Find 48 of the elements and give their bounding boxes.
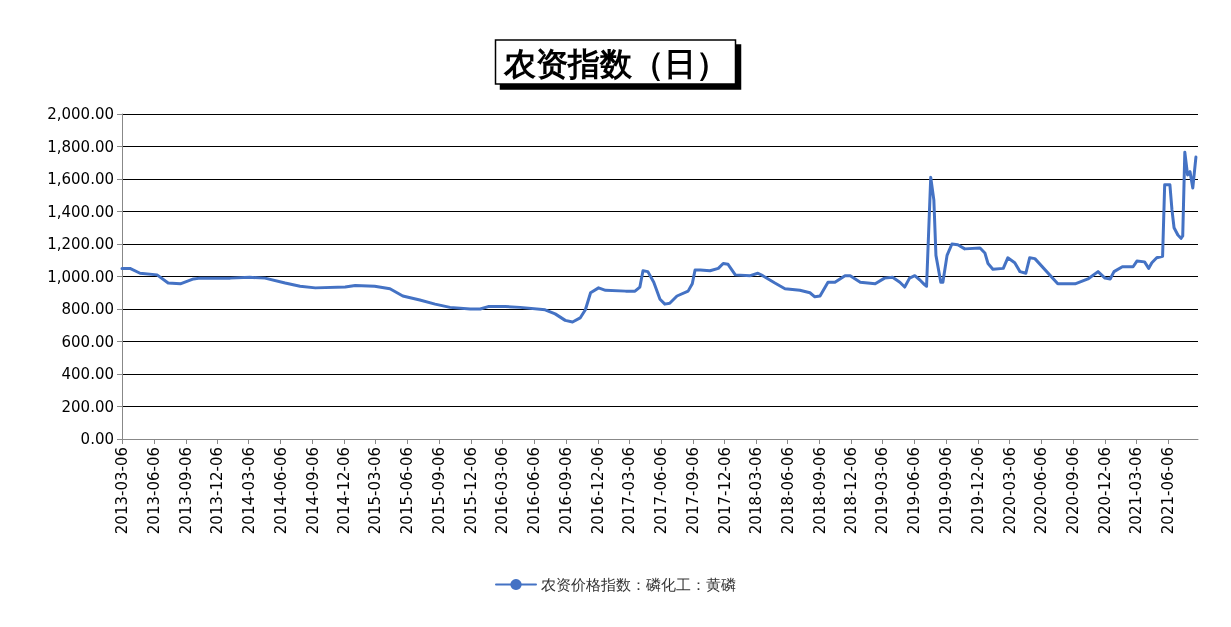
x-tick-label: 2014-06-06 (271, 447, 290, 535)
legend-label: 农资价格指数：磷化工：黄磷 (541, 575, 736, 594)
x-tick-label: 2014-03-06 (239, 447, 258, 535)
x-tick-label: 2014-09-06 (303, 447, 322, 535)
chart-title: 农资指数（日） (502, 45, 728, 83)
y-tick-label: 800.00 (61, 300, 114, 318)
x-tick-label: 2013-09-06 (176, 447, 195, 535)
y-tick-label: 1,000.00 (47, 267, 114, 286)
x-tick-label: 2020-03-06 (1000, 447, 1019, 535)
x-tick-label: 2019-03-06 (873, 447, 892, 535)
x-tick-label: 2014-12-06 (335, 447, 354, 535)
x-tick-label: 2017-09-06 (683, 447, 702, 535)
x-tick-label: 2015-12-06 (461, 447, 480, 535)
y-tick-label: 1,800.00 (47, 137, 114, 156)
x-tick-label: 2021-03-06 (1127, 447, 1146, 535)
y-tick-label: 0.00 (80, 430, 114, 448)
x-tick-label: 2017-12-06 (715, 447, 734, 535)
x-tick-label: 2015-09-06 (430, 447, 449, 535)
y-tick-label: 400.00 (61, 365, 114, 383)
x-tick-label: 2019-06-06 (905, 447, 924, 535)
y-tick-label: 2,000.00 (47, 105, 114, 123)
x-tick-label: 2017-06-06 (652, 447, 671, 535)
x-tick-label: 2016-12-06 (588, 447, 607, 535)
line-series (120, 150, 1198, 324)
x-tick-label: 2018-12-06 (842, 447, 861, 535)
x-tick-label: 2016-03-06 (493, 447, 512, 535)
y-tick-label: 200.00 (61, 397, 114, 416)
x-tick-label: 2018-09-06 (810, 447, 829, 535)
x-tick-label: 2015-03-06 (366, 447, 385, 535)
x-tick-label: 2020-06-06 (1032, 447, 1051, 535)
x-tick-label: 2019-09-06 (937, 447, 956, 535)
x-tick-label: 2016-06-06 (525, 447, 544, 535)
x-tick-label: 2019-12-06 (968, 447, 987, 535)
y-tick-label: 1,400.00 (47, 202, 114, 221)
x-tick-label: 2020-12-06 (1095, 447, 1114, 535)
y-tick-label: 600.00 (61, 332, 114, 351)
x-tick-label: 2021-06-06 (1159, 447, 1178, 535)
x-tick-label: 2018-03-06 (746, 447, 765, 535)
x-tick-label: 2018-06-06 (778, 447, 797, 535)
x-tick-label: 2016-09-06 (557, 447, 576, 535)
x-tick-label: 2015-06-06 (398, 447, 417, 535)
x-tick-label: 2020-09-06 (1064, 447, 1083, 535)
y-tick-label: 1,600.00 (47, 170, 114, 188)
x-tick-label: 2013-12-06 (208, 447, 227, 535)
x-tick-label: 2013-03-06 (113, 447, 131, 535)
x-tick-label: 2013-06-06 (144, 447, 163, 535)
x-tick-label: 2017-03-06 (620, 447, 639, 535)
y-tick-label: 1,200.00 (47, 235, 114, 253)
